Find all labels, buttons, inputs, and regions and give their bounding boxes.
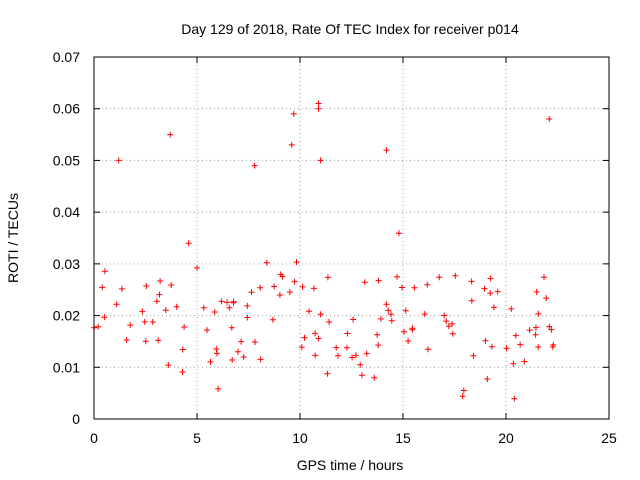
chart-title: Day 129 of 2018, Rate Of TEC Index for r… (181, 21, 519, 37)
data-point (115, 157, 122, 164)
data-point (546, 116, 553, 123)
data-point (315, 105, 322, 112)
y-tick-label: 0.02 (53, 308, 80, 324)
y-axis-label: ROTI / TECUs (5, 193, 21, 283)
y-tick-label: 0.06 (53, 101, 80, 117)
x-axis-label: GPS time / hours (297, 457, 404, 473)
y-tick-label: 0.01 (53, 359, 80, 375)
x-tick-label: 20 (498, 430, 514, 446)
x-tick-label: 15 (395, 430, 411, 446)
x-tick-label: 0 (90, 430, 98, 446)
data-points (91, 100, 557, 402)
y-tick-label: 0 (72, 411, 80, 427)
y-tick-label: 0.05 (53, 152, 80, 168)
x-tick-label: 25 (601, 430, 617, 446)
y-tick-label: 0.03 (53, 256, 80, 272)
data-point (383, 147, 390, 154)
scatter-cloud (91, 230, 557, 402)
x-tick-labels: 0 5 10 15 20 25 (90, 430, 617, 446)
data-point (167, 131, 174, 138)
grid-lines (94, 57, 609, 419)
data-point (315, 100, 322, 107)
y-tick-labels: 0 0.01 0.02 0.03 0.04 0.05 0.06 0.07 (53, 49, 80, 427)
data-point (288, 141, 295, 148)
x-tick-label: 10 (292, 430, 308, 446)
data-point (290, 110, 297, 117)
plot-frame (93, 56, 610, 420)
data-point (251, 162, 258, 169)
y-tick-label: 0.07 (53, 49, 80, 65)
y-tick-label: 0.04 (53, 204, 80, 220)
data-point (317, 157, 324, 164)
x-tick-label: 5 (193, 430, 201, 446)
